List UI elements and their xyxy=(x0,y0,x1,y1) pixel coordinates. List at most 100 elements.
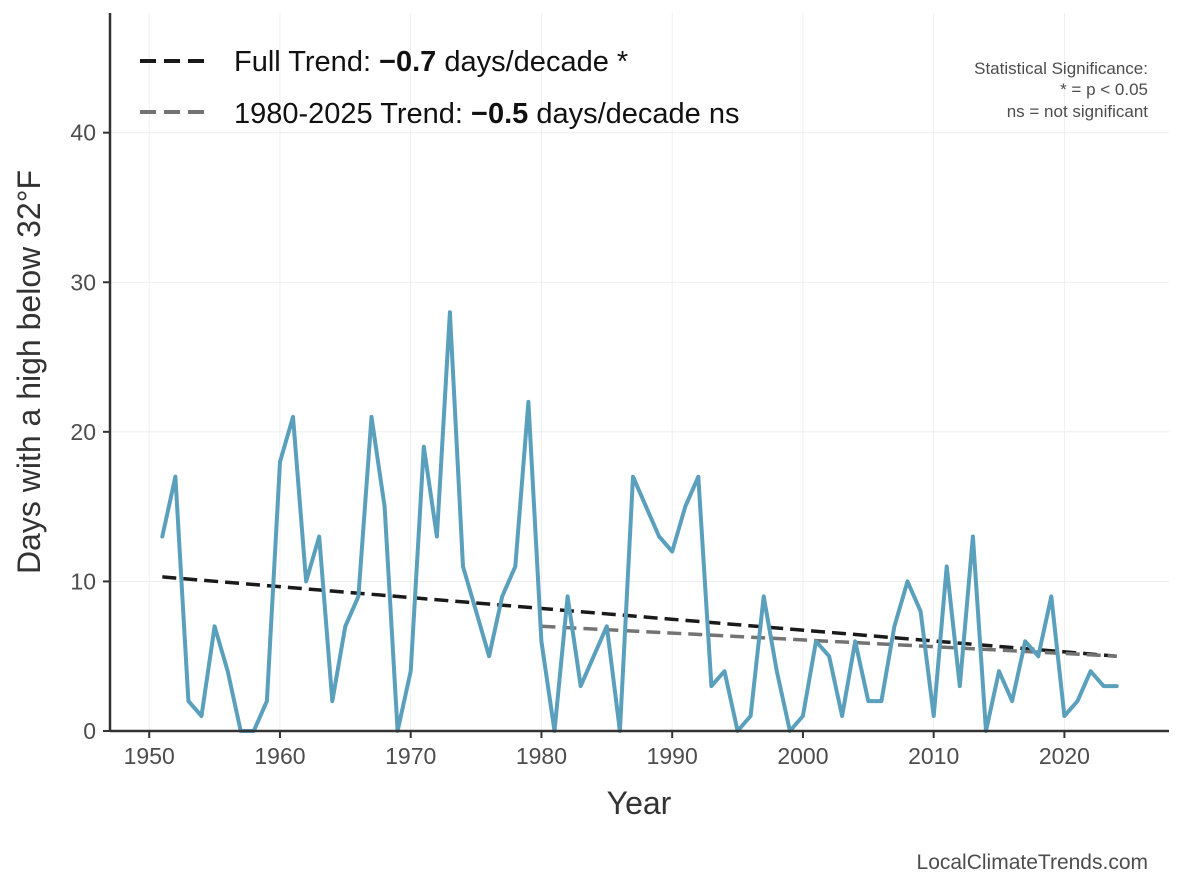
series-point xyxy=(998,670,1000,672)
legend-recent-trend-value: −0.5 xyxy=(471,98,528,130)
series-point xyxy=(279,461,281,463)
series-point xyxy=(580,685,582,687)
series-point xyxy=(1103,685,1105,687)
recent-trend-line xyxy=(541,624,1117,658)
series-point xyxy=(815,640,817,642)
series-point xyxy=(305,580,307,582)
series-point xyxy=(606,625,608,627)
series-point xyxy=(227,670,229,672)
series-point xyxy=(384,506,386,508)
series-point xyxy=(423,446,425,448)
legend-label-recent-trend: 1980-2025 Trend: −0.5 days/decade ns xyxy=(234,98,739,130)
x-tick-label: 2000 xyxy=(777,743,828,769)
significance-title: Statistical Significance: xyxy=(974,59,1148,78)
series-point xyxy=(331,700,333,702)
series-point xyxy=(1063,715,1065,717)
series-point xyxy=(723,670,725,672)
series-point xyxy=(907,580,909,582)
series-point xyxy=(972,536,974,538)
series-point xyxy=(540,640,542,642)
series-point xyxy=(750,715,752,717)
series-point xyxy=(802,715,804,717)
series-point xyxy=(828,655,830,657)
x-tick-label: 1960 xyxy=(254,743,305,769)
series-point xyxy=(475,610,477,612)
y-tick-label: 10 xyxy=(70,568,96,594)
legend-recent-trend-suffix: days/decade ns xyxy=(528,98,739,130)
credit-label: LocalClimateTrends.com xyxy=(917,851,1148,874)
series-point xyxy=(370,416,372,418)
series-point xyxy=(462,565,464,567)
series-point xyxy=(1090,670,1092,672)
series-point xyxy=(1076,700,1078,702)
y-axis-title: Days with a high below 32°F xyxy=(11,170,47,574)
series-point xyxy=(867,700,869,702)
x-tick-label: 1980 xyxy=(516,743,567,769)
significance-line-1: * = p < 0.05 xyxy=(1060,80,1148,99)
series-point xyxy=(645,506,647,508)
y-tick-label: 40 xyxy=(70,120,96,146)
series-point xyxy=(318,536,320,538)
x-tick-label: 2010 xyxy=(908,743,959,769)
x-tick-label: 2020 xyxy=(1039,743,1090,769)
full-trend-line xyxy=(162,575,1117,658)
legend-full-trend-prefix: Full Trend: xyxy=(234,46,379,78)
series-point xyxy=(1116,685,1118,687)
series-line xyxy=(160,310,1119,733)
series-point xyxy=(946,565,948,567)
x-tick-label: 1950 xyxy=(124,743,175,769)
significance-note: Statistical Significance: * = p < 0.05 n… xyxy=(974,59,1148,121)
series-point xyxy=(1011,700,1013,702)
series-point xyxy=(292,416,294,418)
series-point xyxy=(436,536,438,538)
series-point xyxy=(658,536,660,538)
series-point xyxy=(357,595,359,597)
series-point xyxy=(488,655,490,657)
series-point xyxy=(161,536,163,538)
series-point xyxy=(514,565,516,567)
series-point xyxy=(187,700,189,702)
series-point xyxy=(959,685,961,687)
y-tick-label: 20 xyxy=(70,419,96,445)
series-point xyxy=(527,401,529,403)
series-point xyxy=(1024,640,1026,642)
series-point xyxy=(174,476,176,478)
series-point xyxy=(893,625,895,627)
x-tick-label: 1990 xyxy=(647,743,698,769)
series-point xyxy=(933,715,935,717)
series-point xyxy=(266,700,268,702)
series-point xyxy=(697,476,699,478)
series-point xyxy=(449,311,451,313)
tick-layer: 1950 1960 1970 1980 1990 2000 2010 2020 0 10 20 30 4… xyxy=(70,120,1090,769)
x-tick-label: 1970 xyxy=(385,743,436,769)
series-point xyxy=(593,655,595,657)
y-tick-label: 0 xyxy=(83,718,96,744)
series-point xyxy=(1050,595,1052,597)
series-point xyxy=(1037,655,1039,657)
series-point xyxy=(920,610,922,612)
legend: Full Trend: −0.7 days/decade * 1980-2025… xyxy=(140,46,739,130)
legend-recent-trend-prefix: 1980-2025 Trend: xyxy=(234,98,471,130)
series-point xyxy=(201,715,203,717)
series-point xyxy=(841,715,843,717)
legend-label-full-trend: Full Trend: −0.7 days/decade * xyxy=(234,46,628,78)
significance-line-2: ns = not significant xyxy=(1007,102,1149,121)
series-point xyxy=(854,640,856,642)
trend-layer xyxy=(162,575,1117,658)
series-point xyxy=(410,670,412,672)
series-point xyxy=(776,670,778,672)
series-point xyxy=(671,551,673,552)
x-axis-title: Year xyxy=(607,785,672,821)
y-tick-label: 30 xyxy=(70,269,96,295)
series-point xyxy=(684,506,686,508)
series-point xyxy=(214,625,216,627)
series-point xyxy=(344,625,346,627)
legend-full-trend-suffix: days/decade * xyxy=(436,46,628,78)
legend-full-trend-value: −0.7 xyxy=(379,46,436,78)
series-layer xyxy=(160,310,1119,733)
series-point xyxy=(763,595,765,597)
series-point xyxy=(632,476,634,478)
series-point xyxy=(501,595,503,597)
series-point xyxy=(880,700,882,702)
